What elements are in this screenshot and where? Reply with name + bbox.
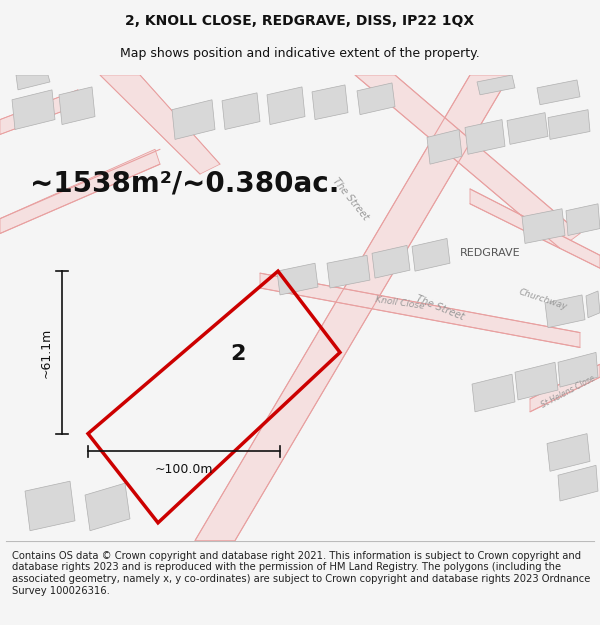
Polygon shape [507, 112, 548, 144]
Polygon shape [357, 83, 395, 114]
Polygon shape [100, 75, 220, 174]
Polygon shape [0, 149, 160, 234]
Text: Contains OS data © Crown copyright and database right 2021. This information is : Contains OS data © Crown copyright and d… [12, 551, 590, 596]
Text: 2, KNOLL CLOSE, REDGRAVE, DISS, IP22 1QX: 2, KNOLL CLOSE, REDGRAVE, DISS, IP22 1QX [125, 14, 475, 28]
Polygon shape [558, 352, 598, 387]
Polygon shape [372, 246, 410, 278]
Polygon shape [522, 209, 565, 243]
Polygon shape [547, 434, 590, 471]
Polygon shape [222, 93, 260, 129]
Polygon shape [267, 87, 305, 124]
Text: St Helens Close: St Helens Close [539, 374, 596, 410]
Polygon shape [515, 362, 558, 400]
Polygon shape [327, 255, 370, 288]
Text: REDGRAVE: REDGRAVE [460, 248, 520, 258]
Polygon shape [412, 239, 450, 271]
Polygon shape [548, 109, 590, 139]
Polygon shape [566, 204, 600, 236]
Polygon shape [25, 481, 75, 531]
Text: ~61.1m: ~61.1m [40, 328, 53, 378]
Polygon shape [172, 100, 215, 139]
Text: ~1538m²/~0.380ac.: ~1538m²/~0.380ac. [31, 170, 340, 198]
Polygon shape [16, 75, 50, 90]
Polygon shape [530, 364, 600, 412]
Text: Knoll Close: Knoll Close [375, 295, 425, 311]
Polygon shape [477, 75, 515, 95]
Polygon shape [558, 466, 598, 501]
Polygon shape [12, 90, 55, 129]
Polygon shape [545, 295, 585, 328]
Polygon shape [260, 273, 580, 348]
Polygon shape [465, 119, 505, 154]
Text: Map shows position and indicative extent of the property.: Map shows position and indicative extent… [120, 48, 480, 61]
Polygon shape [277, 263, 318, 295]
Text: 2: 2 [230, 344, 245, 364]
Polygon shape [195, 75, 510, 541]
Polygon shape [537, 80, 580, 105]
Polygon shape [312, 85, 348, 119]
Text: The Street: The Street [330, 176, 370, 222]
Polygon shape [59, 87, 95, 124]
Polygon shape [427, 129, 462, 164]
Polygon shape [0, 90, 80, 134]
Text: Churchway: Churchway [518, 288, 568, 312]
Polygon shape [85, 483, 130, 531]
Polygon shape [586, 291, 600, 318]
Polygon shape [355, 75, 580, 248]
Text: ~100.0m: ~100.0m [155, 463, 213, 476]
Polygon shape [470, 189, 600, 268]
Polygon shape [472, 374, 515, 412]
Text: The Street: The Street [415, 294, 466, 322]
